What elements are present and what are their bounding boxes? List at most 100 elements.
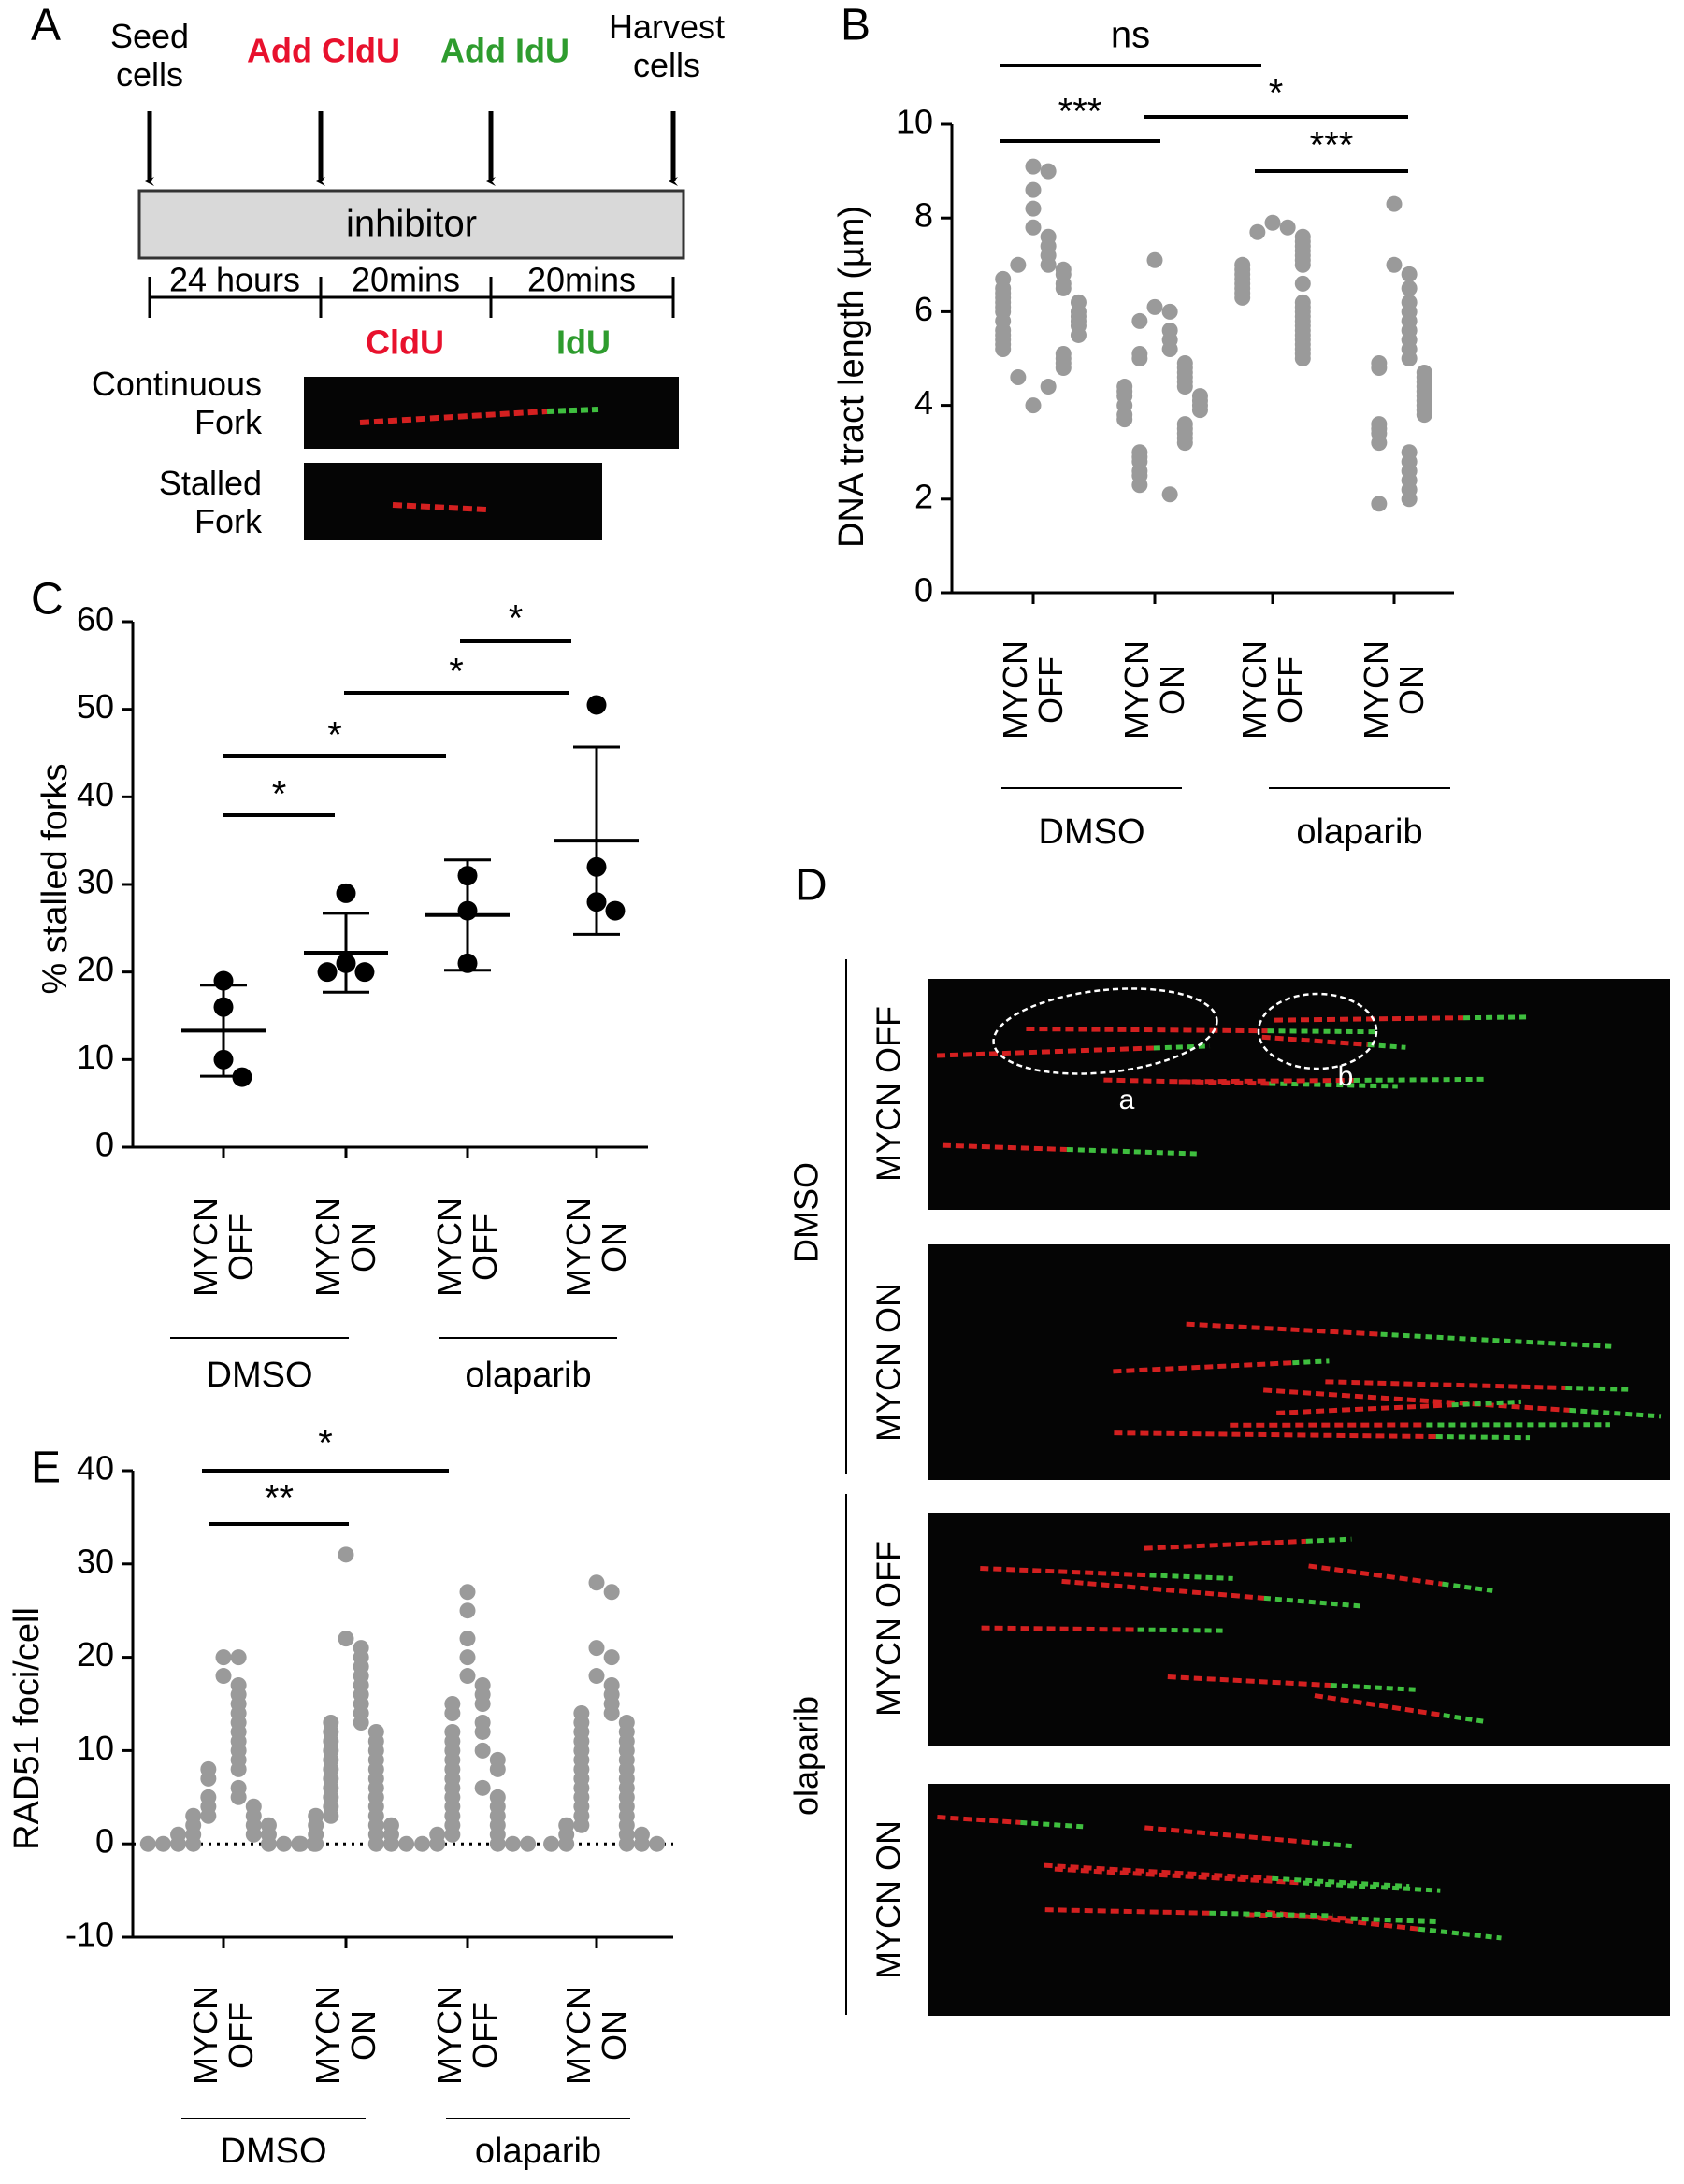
data-point xyxy=(543,1835,560,1852)
y-tick-label: 40 xyxy=(77,775,114,813)
step-label: Harvest cells xyxy=(608,7,726,85)
group-label: olaparib xyxy=(465,1356,591,1395)
x-tick-label: MYCN OFF xyxy=(430,1198,504,1297)
data-point xyxy=(1116,411,1133,428)
data-point xyxy=(139,1835,156,1852)
fiber-green xyxy=(1367,1042,1406,1050)
fiber-red xyxy=(942,1142,1067,1152)
data-point xyxy=(995,340,1012,357)
row-label: MYCN OFF xyxy=(869,1006,908,1182)
data-point xyxy=(474,1779,491,1796)
fiber-red xyxy=(392,502,487,512)
data-point xyxy=(1386,256,1403,273)
data-point xyxy=(1386,195,1403,212)
data-point xyxy=(1146,298,1163,315)
fiber-red xyxy=(1167,1674,1331,1688)
data-point xyxy=(1191,402,1208,419)
data-point xyxy=(215,1649,232,1666)
data-point xyxy=(185,1835,202,1852)
duration: 20mins xyxy=(527,261,636,299)
fiber-green xyxy=(1272,1875,1410,1889)
data-point xyxy=(1371,496,1388,512)
data-point xyxy=(588,1574,605,1591)
fiber-green xyxy=(546,407,599,414)
data-point xyxy=(618,1835,635,1852)
fiber-green xyxy=(1442,1581,1493,1593)
data-point xyxy=(1055,360,1072,377)
data-point xyxy=(1010,256,1027,273)
y-tick-label: 0 xyxy=(914,571,933,610)
data-point xyxy=(1401,266,1418,282)
fiber-red xyxy=(359,409,548,425)
data-point xyxy=(1161,303,1178,320)
y-tick-label: 20 xyxy=(77,950,114,988)
x-tick-label: MYCN ON xyxy=(1357,640,1431,740)
data-point xyxy=(1025,397,1042,414)
data-point xyxy=(649,1835,666,1852)
data-point xyxy=(474,1696,491,1712)
data-point xyxy=(459,1649,476,1666)
data-point xyxy=(354,962,375,983)
y-tick-label: 0 xyxy=(95,1822,114,1861)
fiber-green xyxy=(1350,1916,1438,1925)
fiber-green xyxy=(1305,1536,1352,1544)
y-tick-label: 6 xyxy=(914,290,933,328)
significance-label: * xyxy=(318,1423,333,1464)
fiber-red xyxy=(1113,1360,1293,1374)
y-axis-title: RAD51 foci/cell xyxy=(7,1607,48,1850)
fiber-red xyxy=(1314,1693,1445,1718)
y-tick-label: 4 xyxy=(914,383,933,422)
fiber-red xyxy=(936,1045,1154,1058)
y-tick-label: 30 xyxy=(77,863,114,901)
y-tick-label: 20 xyxy=(77,1635,114,1674)
data-point xyxy=(1401,491,1418,508)
group-label: DMSO xyxy=(207,1356,313,1395)
data-point xyxy=(459,1584,476,1601)
timeline xyxy=(148,277,675,318)
y-tick-label: 0 xyxy=(95,1126,114,1164)
data-point xyxy=(200,1770,217,1787)
data-point xyxy=(573,1817,590,1833)
x-tick-label: MYCN ON xyxy=(1117,640,1191,740)
fiber-green xyxy=(1149,1573,1233,1581)
data-point xyxy=(444,1826,461,1843)
x-tick-label: MYCN OFF xyxy=(996,640,1070,740)
y-tick-label: 10 xyxy=(896,103,933,141)
data-point xyxy=(1131,477,1148,494)
y-axis-title: % stalled forks xyxy=(36,763,76,995)
fiber-red xyxy=(1061,1578,1265,1601)
significance-label: *** xyxy=(1058,92,1102,133)
data-point xyxy=(170,1835,187,1852)
data-point xyxy=(200,1807,217,1824)
fiber-green xyxy=(1269,1081,1398,1089)
data-point xyxy=(558,1835,575,1852)
data-point xyxy=(489,1760,506,1777)
data-point xyxy=(338,1546,354,1563)
data-point xyxy=(1176,435,1193,452)
x-tick-label: MYCN OFF xyxy=(430,1986,504,2085)
data-point xyxy=(444,1704,461,1721)
fiber-green xyxy=(1137,1627,1226,1633)
data-point xyxy=(1131,351,1148,366)
data-point xyxy=(588,1640,605,1657)
data-point xyxy=(1416,407,1432,424)
data-point xyxy=(429,1835,446,1852)
group-label: DMSO xyxy=(1039,812,1145,852)
x-tick-label: MYCN OFF xyxy=(186,1198,260,1297)
fiber-green xyxy=(1330,1683,1418,1692)
data-point xyxy=(1146,251,1163,268)
fiber-green xyxy=(1153,1043,1211,1051)
significance-label: ns xyxy=(1111,15,1150,56)
callout-ellipse xyxy=(992,987,1218,1075)
fiber-green xyxy=(1443,1713,1485,1724)
fiber-image xyxy=(928,1784,1670,2016)
inhibitor-label: inhibitor xyxy=(346,204,477,245)
data-point xyxy=(382,1835,399,1852)
fiber-green xyxy=(1451,1399,1521,1408)
data-point xyxy=(1176,379,1193,395)
fiber-red xyxy=(1262,1387,1570,1413)
data-point xyxy=(215,1668,232,1685)
fiber-green xyxy=(1292,1358,1330,1366)
group-label: olaparib xyxy=(475,2132,601,2171)
